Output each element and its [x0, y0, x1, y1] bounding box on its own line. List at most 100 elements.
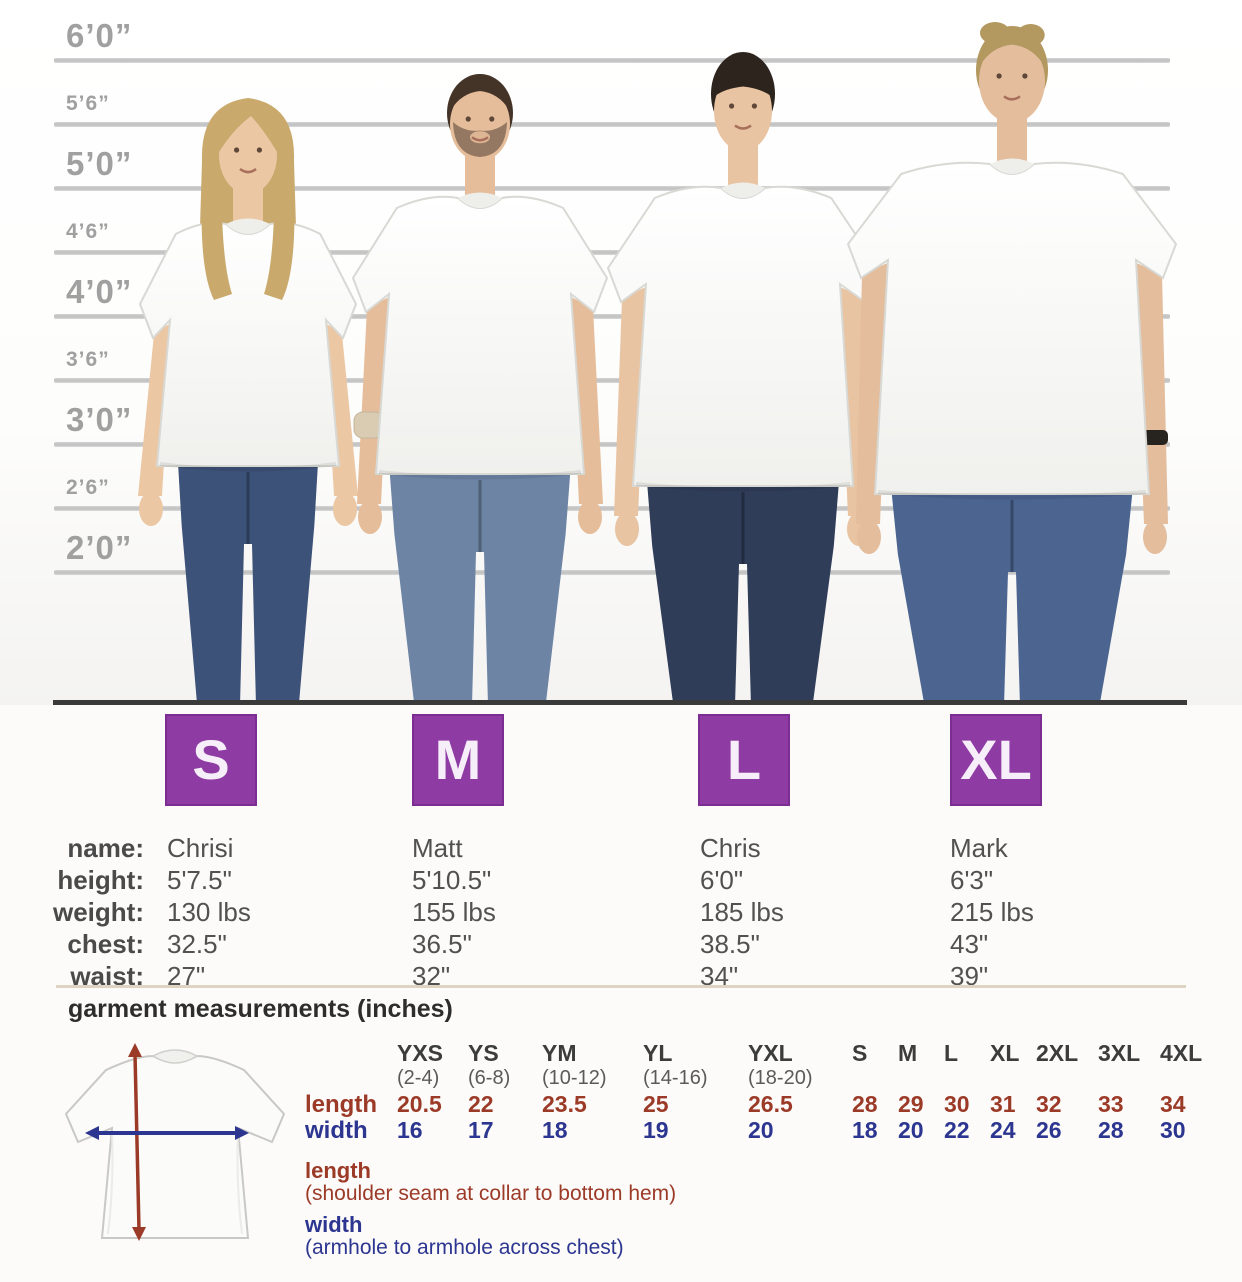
lineup-floor-line: [53, 700, 1187, 705]
size-header: 2XL: [1036, 1040, 1079, 1066]
height-lineup-photo: 6’0” 5’6” 5’0” 4’6” 4’0” 3’6” 3’0” 2’6” …: [0, 0, 1242, 705]
height-marker-line: [54, 378, 1170, 383]
length-legend-title: length: [305, 1158, 371, 1183]
length-value: 29: [898, 1091, 924, 1117]
length-value: 25: [643, 1091, 669, 1117]
height-marker-label: 4’6”: [66, 220, 110, 243]
stat-value-height: 6'3": [950, 865, 994, 895]
size-range: (6-8): [468, 1067, 511, 1089]
stat-value-name: Chris: [700, 833, 761, 863]
height-marker-line: [54, 506, 1170, 511]
length-value: 33: [1098, 1091, 1124, 1117]
size-badge-s: S: [165, 714, 257, 806]
height-marker-label: 6’0”: [66, 17, 133, 54]
length-arrow: [128, 1043, 146, 1241]
stat-label-weight: weight:: [53, 897, 144, 927]
length-value: 23.5: [542, 1091, 587, 1117]
stat-label-height: height:: [57, 865, 144, 895]
person-photo-chris: [606, 52, 880, 700]
height-marker-line: [54, 186, 1170, 191]
size-header: YXS: [397, 1040, 444, 1066]
width-value: 24: [990, 1117, 1016, 1143]
garment-column-3xl: 3XL 33 28: [1098, 1040, 1140, 1143]
size-range: (2-4): [397, 1067, 440, 1089]
garment-column-ys: YS (6-8) 22 17: [468, 1040, 510, 1143]
size-header: YXL: [748, 1040, 793, 1066]
size-header: YS: [468, 1040, 499, 1066]
garment-column-2xl: 2XL 32 26: [1036, 1040, 1078, 1143]
length-value: 22: [468, 1091, 494, 1117]
garment-column-s: S 28 18: [852, 1040, 878, 1143]
height-marker-label: 4’0”: [66, 273, 133, 310]
stat-value-height: 6'0": [700, 865, 744, 895]
section-divider: [56, 985, 1186, 988]
tshirt-measurement-diagram: [64, 1043, 286, 1241]
tshirt-outline: [64, 1054, 286, 1239]
length-value: 30: [944, 1091, 970, 1117]
size-badge-m: M: [412, 714, 504, 806]
size-range: [1098, 1066, 1140, 1091]
stat-value-weight: 185 lbs: [700, 897, 784, 927]
stats-chris: Chris 6'0" 185 lbs 38.5" 34": [700, 832, 784, 992]
width-value: 30: [1160, 1117, 1186, 1143]
person-photo-mark: [846, 22, 1178, 700]
garment-column-yl: YL (14-16) 25 19: [643, 1040, 707, 1143]
garment-title: garment measurements (inches): [68, 995, 453, 1023]
height-marker-label: 5’6”: [66, 92, 110, 115]
size-range: (10-12): [542, 1067, 607, 1089]
height-marker-line: [54, 122, 1170, 127]
width-value: 18: [542, 1117, 568, 1143]
width-value: 17: [468, 1117, 494, 1143]
stat-label-name: name:: [67, 833, 144, 863]
stat-value-height: 5'10.5": [412, 865, 492, 895]
garment-column-yxs: YXS (2-4) 20.5 16: [397, 1040, 443, 1143]
garment-column-ym: YM (10-12) 23.5 18: [542, 1040, 606, 1143]
size-header: YM: [542, 1040, 577, 1066]
length-value: 32: [1036, 1091, 1062, 1117]
size-header: XL: [990, 1040, 1020, 1066]
width-value: 16: [397, 1117, 423, 1143]
width-value: 28: [1098, 1117, 1124, 1143]
height-marker-line: [54, 570, 1170, 575]
garment-column-m: M 29 20: [898, 1040, 924, 1143]
height-marker-label: 5’0”: [66, 145, 133, 182]
height-marker-label: 2’0”: [66, 529, 133, 566]
height-marker-label: 2’6”: [66, 476, 110, 499]
size-range: (18-20): [748, 1067, 813, 1089]
length-value: 28: [852, 1091, 878, 1117]
tshirt-collar: [151, 1049, 199, 1064]
size-header: 4XL: [1160, 1040, 1203, 1066]
length-value: 31: [990, 1091, 1016, 1117]
size-header: 3XL: [1098, 1040, 1141, 1066]
person-photo-chrisi: [138, 98, 358, 700]
stat-value-weight: 130 lbs: [167, 897, 251, 927]
stat-labels-column: name: height: weight: chest: waist:: [40, 832, 144, 992]
stat-value-name: Chrisi: [167, 833, 234, 863]
width-value: 20: [748, 1117, 774, 1143]
height-marker-line: [54, 314, 1170, 319]
length-row-label: length: [305, 1091, 377, 1118]
width-legend-desc: (armhole to armhole across chest): [305, 1236, 624, 1259]
stat-value-chest: 43": [950, 929, 989, 959]
lineup-models-photo: [138, 22, 1178, 700]
garment-column-yxl: YXL (18-20) 26.5 20: [748, 1040, 812, 1143]
length-value: 34: [1160, 1091, 1186, 1117]
size-badge-l: L: [698, 714, 790, 806]
size-header: S: [852, 1040, 868, 1066]
size-range: [1036, 1066, 1078, 1091]
garment-column-l: L 30 22: [944, 1040, 970, 1143]
length-legend-desc: (shoulder seam at collar to bottom hem): [305, 1182, 677, 1205]
height-marker-label: 3’0”: [66, 401, 133, 438]
width-value: 18: [852, 1117, 878, 1143]
height-marker-label: 3’6”: [66, 348, 110, 371]
stat-value-name: Matt: [412, 833, 463, 863]
stat-value-chest: 36.5": [412, 929, 472, 959]
size-range: [944, 1066, 970, 1091]
width-value: 26: [1036, 1117, 1062, 1143]
width-value: 19: [643, 1117, 669, 1143]
size-range: [990, 1066, 1019, 1091]
garment-column-xl: XL 31 24: [990, 1040, 1019, 1143]
width-value: 20: [898, 1117, 924, 1143]
width-value: 22: [944, 1117, 970, 1143]
stat-value-weight: 155 lbs: [412, 897, 496, 927]
